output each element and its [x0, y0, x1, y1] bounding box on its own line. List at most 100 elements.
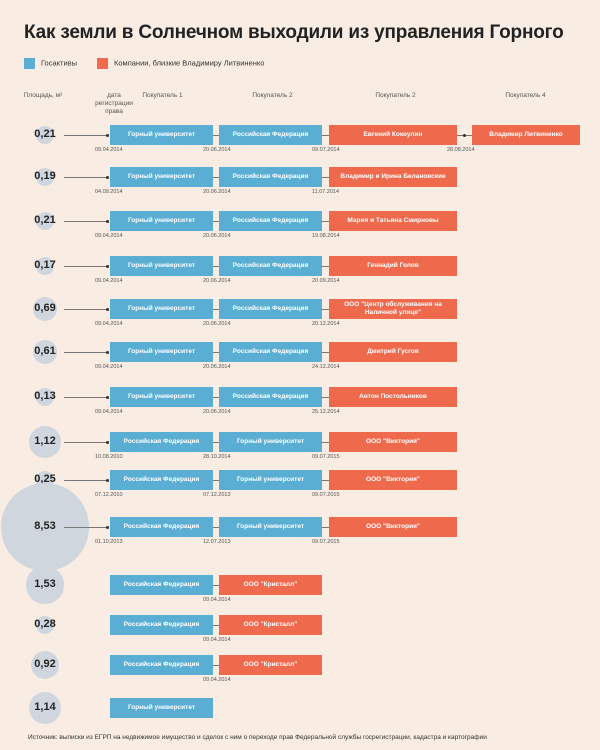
source-note: Источник: выписки из ЕГРП на недвижимое …	[28, 734, 487, 741]
owner-box-gos: Горный университет	[219, 517, 322, 537]
transfer-date: 20.06.2014	[203, 233, 231, 239]
chain-connector	[322, 442, 329, 443]
area-circle	[29, 426, 61, 458]
area-circle	[33, 340, 57, 364]
owner-box-gos: Российская Федерация	[219, 387, 322, 407]
owner-box-comp: ООО "Кристалл"	[219, 615, 322, 635]
owner-box-gos: Горный университет	[219, 470, 322, 490]
start-date: 09.04.2014	[95, 233, 123, 239]
legend-item-comp: Компании, близкие Владимиру Литвиненко	[97, 58, 264, 69]
chain-connector	[213, 352, 219, 353]
chain-connector	[322, 266, 329, 267]
area-value: 0,13	[34, 390, 56, 402]
connector-dot	[106, 396, 109, 399]
area-circle	[36, 616, 54, 634]
transfer-date: 28.08.2014	[447, 147, 475, 153]
owner-box-comp: Владимир и Ирина Белановские	[329, 167, 457, 187]
connector-line	[64, 135, 108, 136]
chain-connector	[322, 527, 329, 528]
connector-line	[64, 266, 108, 267]
connector-dot	[106, 220, 109, 223]
transfer-date: 09.07.2014	[312, 147, 340, 153]
owner-box-comp: Мария и Татьяна Смирновы	[329, 211, 457, 231]
transfer-date: 09.07.2015	[312, 454, 340, 460]
owner-box-gos: Российская Федерация	[219, 167, 322, 187]
area-value: 0,21	[34, 214, 56, 226]
owner-box-gos: Горный университет	[110, 342, 213, 362]
connector-dot	[106, 176, 109, 179]
owner-box-gos: Горный университет	[110, 125, 213, 145]
area-value: 1,53	[34, 578, 56, 590]
chain-connector	[213, 480, 219, 481]
owner-box-gos: Российская Федерация	[110, 432, 213, 452]
owner-box-comp: ООО "Виктория"	[329, 470, 457, 490]
owner-box-gos: Российская Федерация	[110, 575, 213, 595]
start-date: 10.08.2010	[95, 454, 123, 460]
connector-dot	[106, 479, 109, 482]
area-value: 0,69	[34, 302, 56, 314]
start-date: 09.04.2014	[95, 364, 123, 370]
header-area: Площадь, м²	[23, 92, 63, 99]
start-date: 07.12.2010	[95, 492, 123, 498]
header-buyer2: Покупатель 2	[252, 92, 293, 99]
owner-box-gos: Российская Федерация	[219, 342, 322, 362]
owner-box-comp: ООО "Виктория"	[329, 517, 457, 537]
transfer-date: 20.06.2014	[203, 321, 231, 327]
connector-line	[64, 480, 108, 481]
start-date: 09.04.2014	[95, 278, 123, 284]
transfer-date: 09.07.2015	[312, 539, 340, 545]
transfer-date: 20.06.2014	[203, 278, 231, 284]
connector-line	[64, 177, 108, 178]
owner-box-gos: Горный университет	[110, 387, 213, 407]
area-value: 1,14	[34, 701, 56, 713]
area-value: 0,28	[34, 618, 56, 630]
owner-box-comp: Геннадий Голов	[329, 256, 457, 276]
area-circle	[36, 388, 54, 406]
transfer-date: 07.12.2013	[203, 492, 231, 498]
owner-box-comp: Владимир Литвиненко	[472, 125, 580, 145]
area-value: 0,61	[34, 345, 56, 357]
connector-dot	[106, 134, 109, 137]
owner-box-gos: Российская Федерация	[219, 256, 322, 276]
owner-box-gos: Российская Федерация	[219, 211, 322, 231]
start-date: 04.09.2014	[95, 189, 123, 195]
transfer-date: 09.04.2014	[203, 677, 231, 683]
legend-label-gos: Госактивы	[41, 58, 78, 68]
area-circle	[36, 257, 54, 275]
chain-connector	[213, 585, 219, 586]
header-buyer3: Покупатель 2	[375, 92, 416, 99]
transfer-date: 11.07.2014	[312, 189, 340, 195]
owner-box-gos: Горный университет	[110, 167, 213, 187]
area-value: 0,21	[34, 128, 56, 140]
owner-box-gos: Российская Федерация	[219, 125, 322, 145]
owner-box-comp: ООО "Центр обслуживания на Наличной улиц…	[329, 299, 457, 319]
area-value: 0,92	[34, 658, 56, 670]
header-buyer4: Покупатель 4	[505, 92, 546, 99]
legend-swatch-gos	[24, 58, 35, 69]
transfer-date: 28.10.2014	[203, 454, 231, 460]
transfer-date: 09.04.2014	[203, 597, 231, 603]
owner-box-gos: Российская Федерация	[219, 299, 322, 319]
area-circle	[32, 296, 58, 322]
start-date: 09.04.2014	[95, 321, 123, 327]
owner-box-comp: Евгений Кокоулин	[329, 125, 457, 145]
transfer-date: 24.12.2014	[312, 364, 340, 370]
area-value: 8,53	[34, 520, 56, 532]
chain-connector	[213, 665, 219, 666]
start-date: 09.04.2014	[95, 147, 123, 153]
owner-box-comp: Антон Постольников	[329, 387, 457, 407]
owner-box-gos: Российская Федерация	[110, 517, 213, 537]
owner-box-comp: ООО "Кристалл"	[219, 575, 322, 595]
owner-box-comp: ООО "Кристалл"	[219, 655, 322, 675]
owner-box-gos: Российская Федерация	[110, 655, 213, 675]
legend-swatch-comp	[97, 58, 108, 69]
owner-box-gos: Российская Федерация	[110, 615, 213, 635]
connector-line	[64, 352, 108, 353]
connector-line	[64, 397, 108, 398]
transfer-date: 20.06.2014	[203, 147, 231, 153]
connector-line	[64, 442, 108, 443]
header-buyer1: Покупатель 1	[142, 92, 183, 99]
transfer-date: 20.06.2014	[203, 409, 231, 415]
chain-connector	[322, 480, 329, 481]
owner-box-gos: Горный университет	[219, 432, 322, 452]
